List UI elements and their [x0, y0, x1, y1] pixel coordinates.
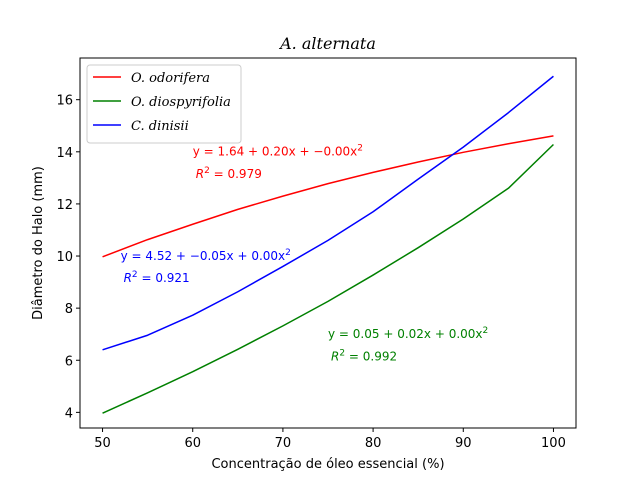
y-tick-label: 6	[65, 354, 73, 369]
y-tick-label: 16	[56, 94, 73, 109]
annotation-o-odorifera-r2: R2 = 0.979	[196, 166, 262, 181]
x-axis-label: Concentração de óleo essencial (%)	[211, 457, 444, 472]
legend: O. odorifera O. diospyrifolia C. dinisii	[86, 64, 242, 144]
annotation-o-diospyrifolia-equation: y = 0.05 + 0.02x + 0.00x2	[328, 326, 488, 341]
plot-area	[102, 75, 554, 414]
x-tick-label: 100	[541, 436, 566, 451]
legend-label-c-dinisii: C. dinisii	[131, 119, 189, 134]
y-axis-label: Diâmetro do Halo (mm)	[31, 166, 46, 320]
series-line-c-dinisii	[102, 75, 554, 351]
y-tick-label: 8	[65, 302, 73, 317]
y-tick-label: 14	[56, 146, 73, 161]
legend-label-o-diospyrifolia: O. diospyrifolia	[131, 95, 231, 110]
series-line-o-odorifera	[102, 135, 554, 258]
chart-title: A. alternata	[278, 34, 376, 53]
annotation-c-dinisii-r2: R2 = 0.921	[124, 270, 190, 285]
x-tick-label: 80	[365, 436, 382, 451]
annotations: y = 1.64 + 0.20x + −0.00x2 R2 = 0.979 y = …	[121, 144, 489, 364]
x-tick-label: 70	[275, 436, 292, 451]
legend-box	[86, 64, 242, 144]
x-tick-label: 50	[94, 436, 111, 451]
y-tick-label: 10	[56, 250, 73, 265]
y-tick-label: 4	[65, 406, 73, 421]
x-tick-label: 90	[455, 436, 472, 451]
x-tick-label: 60	[184, 436, 201, 451]
annotation-o-odorifera-equation: y = 1.64 + 0.20x + −0.00x2	[193, 144, 363, 159]
annotation-c-dinisii-equation: y = 4.52 + −0.05x + 0.00x2	[121, 248, 291, 263]
axes-frame	[79, 57, 577, 429]
series-line-o-diospyrifolia	[102, 143, 554, 414]
y-tick-label: 12	[56, 198, 73, 213]
legend-label-o-odorifera: O. odorifera	[131, 71, 210, 86]
axis-ticks: 50 60 70 80 90 100 4 6 8 10 12 14 16	[56, 94, 565, 451]
annotation-o-diospyrifolia-r2: R2 = 0.992	[331, 348, 397, 363]
